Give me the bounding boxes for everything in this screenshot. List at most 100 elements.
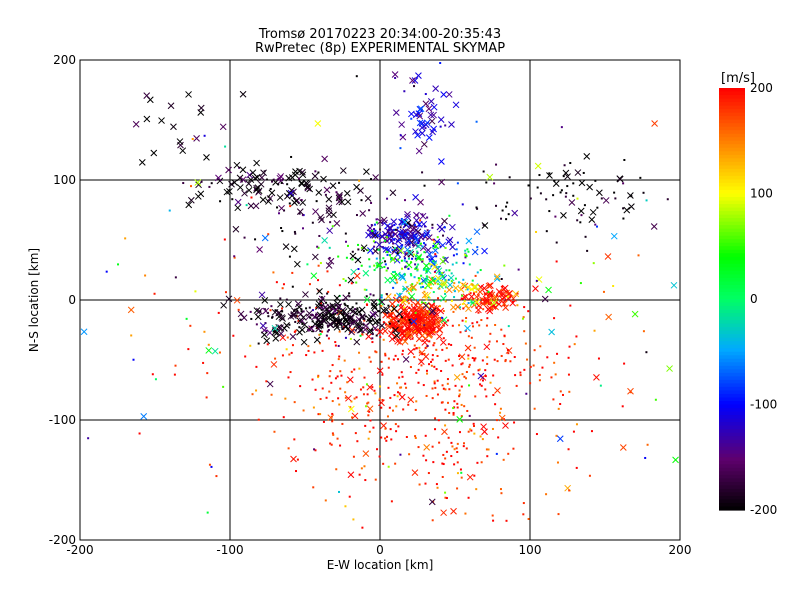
data-point-x xyxy=(359,210,367,217)
data-point-dot xyxy=(398,392,401,395)
data-point-x xyxy=(430,125,438,133)
data-point-dot xyxy=(453,290,456,293)
colorbar-segment xyxy=(719,175,745,181)
data-point-dot xyxy=(154,378,157,381)
data-point-dot xyxy=(527,310,530,313)
data-point-dot xyxy=(452,254,455,257)
data-point-dot xyxy=(244,355,247,358)
data-point-x xyxy=(473,228,481,236)
data-point-dot xyxy=(392,286,395,289)
data-point-dot xyxy=(425,394,428,397)
data-point-dot xyxy=(422,454,425,457)
data-point-x xyxy=(407,348,415,355)
data-point-x xyxy=(670,281,678,289)
data-point-dot xyxy=(384,312,387,315)
data-point-dot xyxy=(270,393,273,396)
data-point-dot xyxy=(265,329,268,332)
data-point-dot xyxy=(502,343,505,346)
data-point-dot xyxy=(407,403,410,406)
data-point-dot xyxy=(307,345,310,348)
data-point-dot xyxy=(321,349,324,352)
data-point-dot xyxy=(490,301,493,304)
data-point-dot xyxy=(407,302,410,305)
colorbar-segment xyxy=(719,288,745,293)
data-point-dot xyxy=(397,304,400,307)
data-point-dot xyxy=(481,297,484,300)
data-point-dot xyxy=(471,279,474,282)
data-point-dot xyxy=(484,375,487,378)
colorbar-segment xyxy=(719,432,745,437)
data-point-dot xyxy=(259,310,262,313)
data-point-dot xyxy=(468,263,471,266)
data-point-x xyxy=(672,456,679,464)
data-point-dot xyxy=(298,212,301,215)
data-point-dot xyxy=(402,408,405,411)
data-point-dot xyxy=(463,253,466,256)
colorbar-segment xyxy=(719,151,745,156)
data-point-dot xyxy=(465,447,468,450)
data-point-dot xyxy=(366,402,369,405)
data-point-dot xyxy=(442,453,445,456)
data-point-dot xyxy=(404,265,407,268)
data-point-x xyxy=(424,246,432,254)
data-point-dot xyxy=(473,346,476,349)
data-point-dot xyxy=(370,178,373,181)
data-point-dot xyxy=(344,391,347,394)
data-point-x xyxy=(419,212,427,220)
data-point-dot xyxy=(455,447,458,450)
data-point-dot xyxy=(203,134,206,137)
data-point-dot xyxy=(403,295,406,298)
data-point-x xyxy=(390,272,398,280)
data-point-x xyxy=(372,319,379,327)
colorbar-segment xyxy=(719,291,745,297)
data-point-dot xyxy=(415,347,418,350)
data-point-dot xyxy=(408,453,411,456)
data-point-dot xyxy=(432,344,435,347)
data-point-dot xyxy=(399,453,402,456)
data-point-dot xyxy=(289,371,292,374)
data-point-dot xyxy=(526,358,529,361)
colorbar-segment xyxy=(719,429,745,434)
data-point-dot xyxy=(473,474,476,477)
data-point-dot xyxy=(423,324,426,327)
data-point-dot xyxy=(369,293,372,296)
data-point-dot xyxy=(423,267,426,270)
data-point-x xyxy=(441,217,448,225)
data-point-x xyxy=(428,117,436,125)
data-point-dot xyxy=(205,396,208,399)
data-point-x xyxy=(315,325,322,333)
data-point-x xyxy=(462,293,470,301)
data-point-dot xyxy=(428,310,431,313)
colorbar-segment xyxy=(719,154,745,159)
data-point-dot xyxy=(105,270,108,273)
data-point-x xyxy=(432,242,440,250)
data-point-dot xyxy=(296,458,299,461)
data-point-dot xyxy=(315,200,318,203)
data-point-dot xyxy=(322,318,325,321)
data-point-dot xyxy=(448,388,451,391)
data-point-x xyxy=(331,307,339,315)
data-point-dot xyxy=(417,242,420,245)
data-point-dot xyxy=(308,283,311,286)
data-point-dot xyxy=(445,450,448,453)
data-point-x xyxy=(278,314,286,321)
data-point-dot xyxy=(395,405,398,408)
data-point-dot xyxy=(358,179,361,182)
data-point-dot xyxy=(314,388,317,391)
data-point-x xyxy=(315,316,323,323)
data-point-dot xyxy=(281,354,284,357)
data-point-dot xyxy=(458,389,461,392)
data-point-x xyxy=(336,191,343,199)
data-point-x xyxy=(347,405,355,413)
data-point-dot xyxy=(426,333,429,336)
data-point-x xyxy=(408,222,416,230)
data-point-dot xyxy=(480,461,483,464)
data-point-x xyxy=(416,315,424,323)
data-point-dot xyxy=(344,336,347,339)
data-point-dot xyxy=(425,459,428,462)
data-point-x xyxy=(505,347,513,354)
data-point-dot xyxy=(353,397,356,400)
data-point-x xyxy=(245,186,253,194)
data-point-x xyxy=(289,333,297,340)
colorbar-segment xyxy=(719,467,745,472)
